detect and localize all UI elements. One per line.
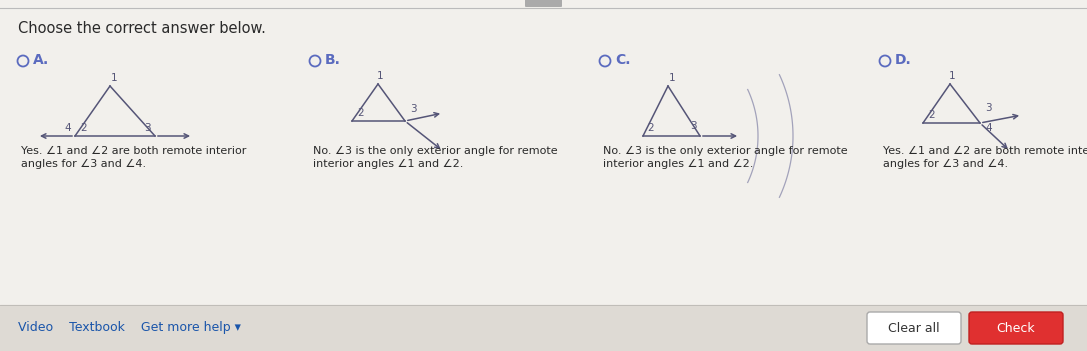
Text: 2: 2 [358, 108, 364, 118]
Text: 4: 4 [985, 123, 991, 133]
Text: No. ∠3 is the only exterior angle for remote
interior angles ∠1 and ∠2.: No. ∠3 is the only exterior angle for re… [603, 146, 848, 169]
Text: Clear all: Clear all [888, 322, 940, 335]
Text: 3: 3 [410, 104, 416, 114]
Text: 3: 3 [145, 123, 151, 133]
Text: 2: 2 [928, 110, 935, 120]
Text: Choose the correct answer below.: Choose the correct answer below. [18, 21, 266, 36]
Text: 3: 3 [690, 121, 697, 131]
Text: 1: 1 [669, 73, 675, 83]
Text: 1: 1 [949, 71, 955, 81]
FancyBboxPatch shape [525, 0, 562, 7]
Text: D.: D. [895, 53, 912, 67]
Text: 2: 2 [648, 123, 654, 133]
Text: 4: 4 [64, 123, 71, 133]
Text: 1: 1 [111, 73, 117, 83]
Text: 1: 1 [377, 71, 384, 81]
Text: Check: Check [997, 322, 1035, 335]
Text: 2: 2 [80, 123, 87, 133]
FancyBboxPatch shape [969, 312, 1063, 344]
Text: A.: A. [33, 53, 49, 67]
Text: Yes. ∠1 and ∠2 are both remote interior
angles for ∠3 and ∠4.: Yes. ∠1 and ∠2 are both remote interior … [883, 146, 1087, 169]
Text: No. ∠3 is the only exterior angle for remote
interior angles ∠1 and ∠2.: No. ∠3 is the only exterior angle for re… [313, 146, 558, 169]
Text: Video    Textbook    Get more help ▾: Video Textbook Get more help ▾ [18, 322, 241, 335]
Text: Yes. ∠1 and ∠2 are both remote interior
angles for ∠3 and ∠4.: Yes. ∠1 and ∠2 are both remote interior … [21, 146, 247, 169]
FancyBboxPatch shape [867, 312, 961, 344]
Text: C.: C. [615, 53, 630, 67]
Text: 3: 3 [985, 103, 991, 113]
Text: B.: B. [325, 53, 341, 67]
